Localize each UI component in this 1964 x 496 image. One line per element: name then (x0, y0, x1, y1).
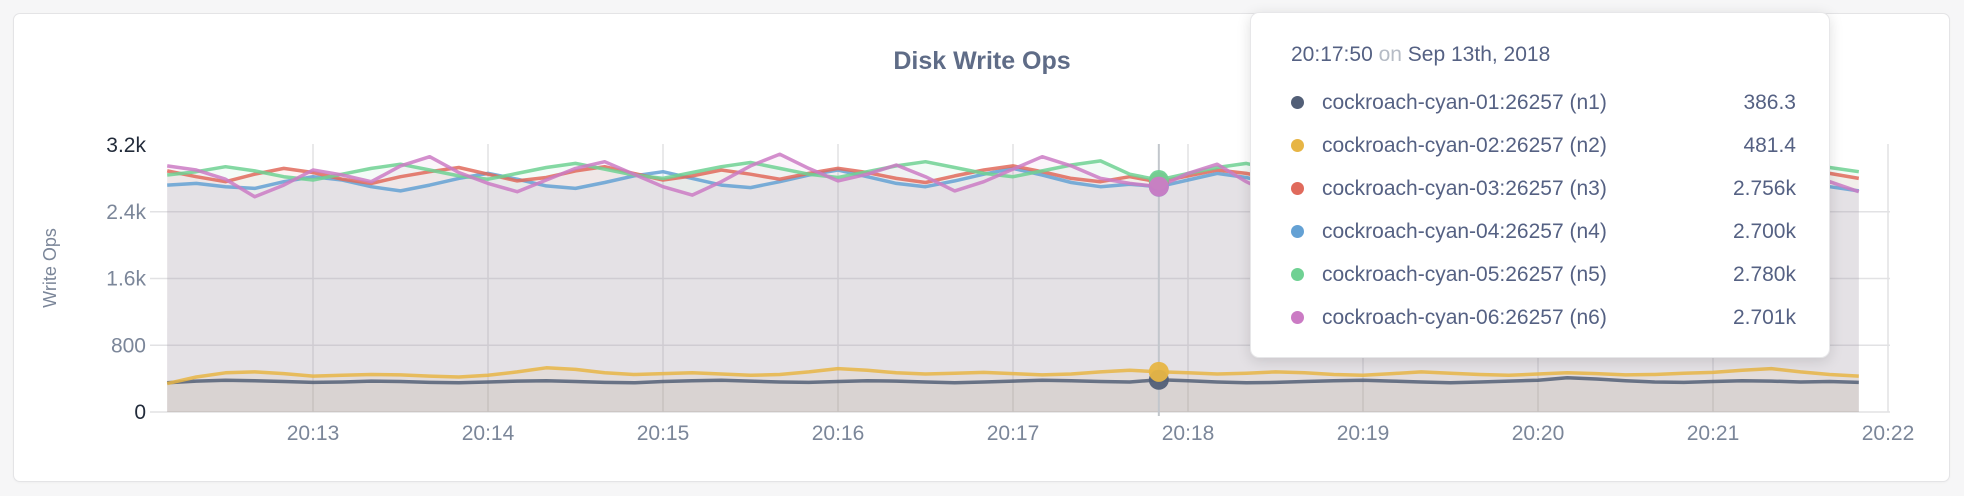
chart-tooltip: 20:17:50 on Sep 13th, 2018 cockroach-cya… (1250, 12, 1830, 358)
series-name: cockroach-cyan-05:26257 (n5) (1322, 262, 1607, 286)
series-name: cockroach-cyan-03:26257 (n3) (1322, 176, 1607, 200)
series-value: 386.3 (1743, 90, 1796, 114)
series-value: 481.4 (1743, 133, 1796, 157)
series-color-dot (1291, 182, 1304, 195)
tooltip-time: 20:17:50 (1291, 43, 1373, 66)
series-color-dot (1291, 311, 1304, 324)
tooltip-connector: on (1378, 43, 1402, 66)
tooltip-row: cockroach-cyan-04:26257 (n4) 2.700k (1291, 210, 1796, 253)
series-color-dot (1291, 268, 1304, 281)
series-name: cockroach-cyan-01:26257 (n1) (1322, 90, 1607, 114)
series-name: cockroach-cyan-04:26257 (n4) (1322, 219, 1607, 243)
tooltip-row: cockroach-cyan-03:26257 (n3) 2.756k (1291, 167, 1796, 210)
series-name: cockroach-cyan-02:26257 (n2) (1322, 133, 1607, 157)
series-color-dot (1291, 96, 1304, 109)
tooltip-row: cockroach-cyan-05:26257 (n5) 2.780k (1291, 253, 1796, 296)
series-color-dot (1291, 225, 1304, 238)
series-name: cockroach-cyan-06:26257 (n6) (1322, 305, 1607, 329)
series-color-dot (1291, 139, 1304, 152)
series-value: 2.701k (1732, 305, 1796, 329)
series-value: 2.756k (1732, 176, 1796, 200)
series-value: 2.780k (1732, 262, 1796, 286)
series-value: 2.700k (1732, 219, 1796, 243)
tooltip-legend: cockroach-cyan-01:26257 (n1) 386.3 cockroa… (1291, 81, 1796, 339)
tooltip-row: cockroach-cyan-01:26257 (n1) 386.3 (1291, 81, 1796, 124)
tooltip-row: cockroach-cyan-02:26257 (n2) 481.4 (1291, 124, 1796, 167)
tooltip-date: Sep 13th, 2018 (1407, 43, 1551, 66)
tooltip-row: cockroach-cyan-06:26257 (n6) 2.701k (1291, 296, 1796, 339)
tooltip-header: 20:17:50 on Sep 13th, 2018 (1291, 43, 1796, 67)
